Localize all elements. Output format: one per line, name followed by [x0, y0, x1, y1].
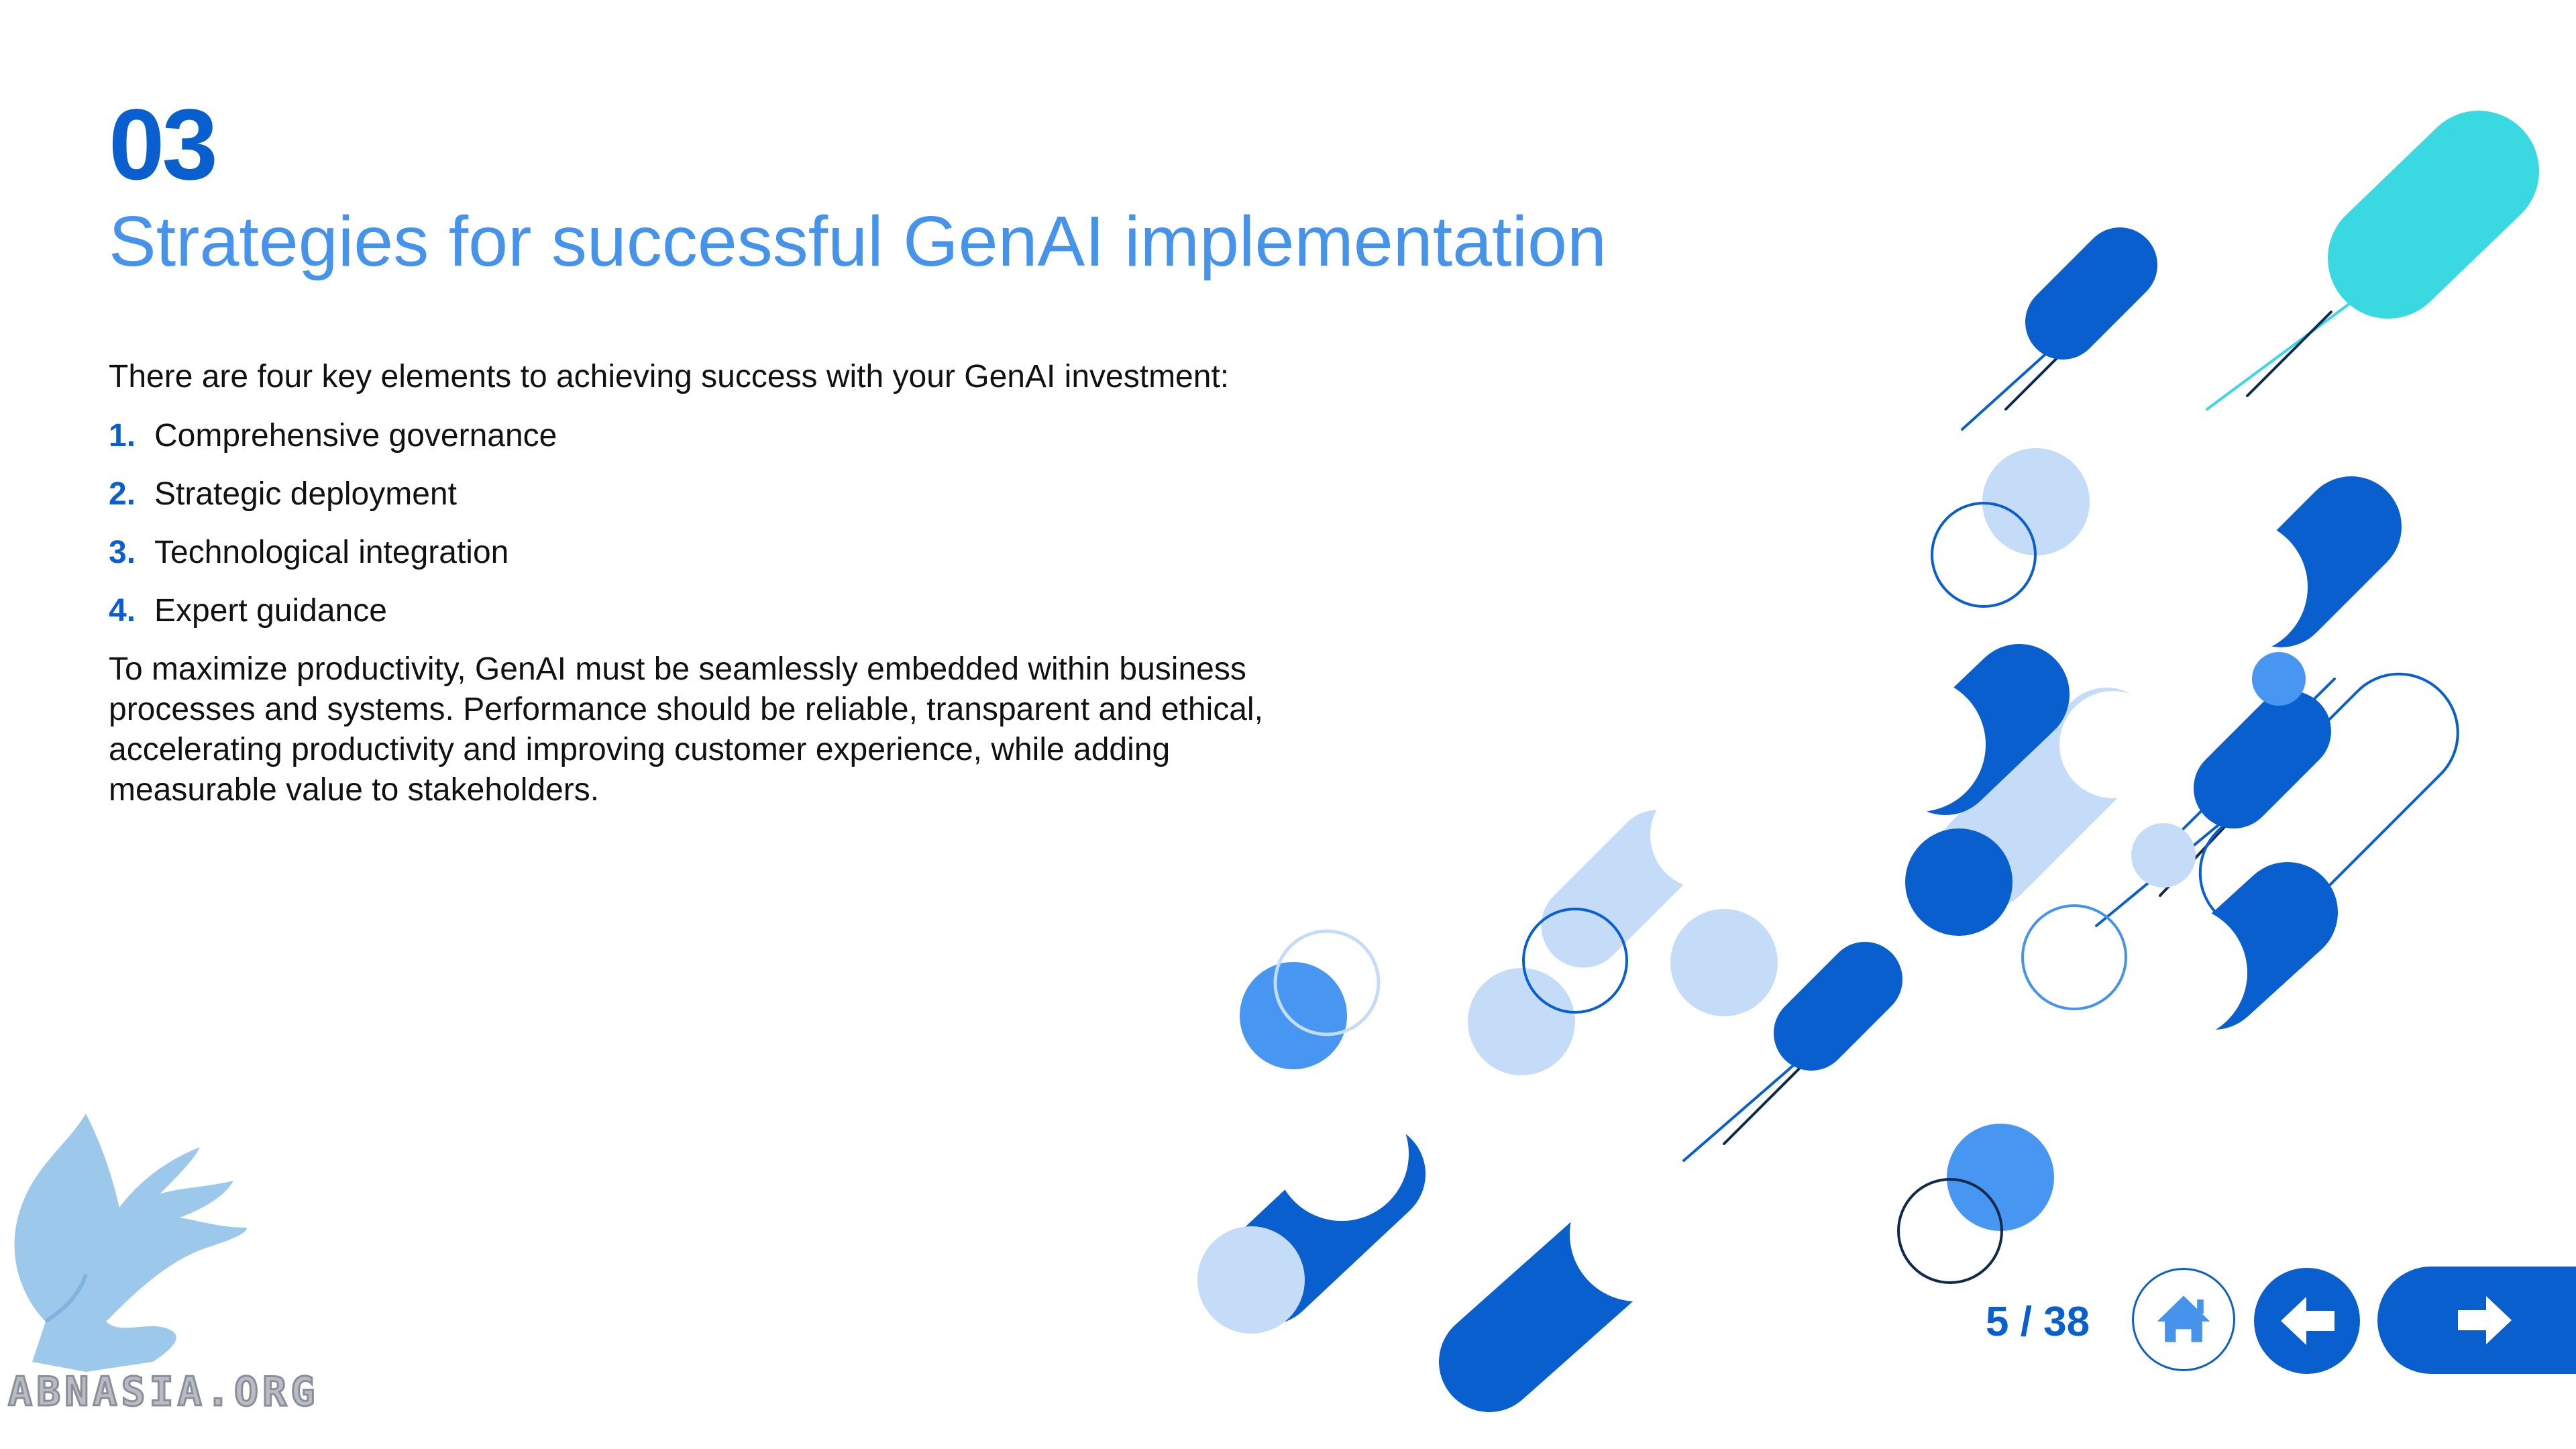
griffin-logo-icon: [14, 1114, 247, 1372]
ring-shape: [2021, 904, 2127, 1010]
watermark-text: ABNASIA.ORG: [7, 1368, 319, 1417]
list-item: 3. Technological integration: [109, 533, 1303, 573]
slide-title: Strategies for successful GenAI implemen…: [109, 202, 1607, 281]
list-number: 4.: [109, 593, 136, 629]
crescent-cutout: [1851, 678, 1986, 812]
circle-shape: [1905, 828, 2012, 936]
streak-line: [1723, 1055, 1813, 1145]
crescent-cutout: [2174, 520, 2308, 654]
crescent-cutout: [2113, 906, 2247, 1040]
next-button[interactable]: [2377, 1267, 2576, 1374]
circle-shape: [1468, 968, 1575, 1075]
circle-shape: [1947, 1124, 2054, 1231]
home-button[interactable]: [2132, 1268, 2235, 1371]
body-text: To maximize productivity, GenAI must be …: [109, 651, 1263, 808]
list-item-text: Expert guidance: [154, 593, 387, 629]
intro-text: There are four key elements to achieving…: [109, 359, 1230, 394]
page-indicator: 5 / 38: [1986, 1299, 2090, 1345]
outlined-pill-shape: [2198, 672, 2459, 933]
circle-shape: [1982, 448, 2090, 555]
arrow-left-icon: [2281, 1297, 2334, 1345]
ring-shape: [1522, 908, 1628, 1014]
list-item-text: Technological integration: [154, 535, 509, 570]
ring-shape: [1273, 929, 1381, 1036]
pill-shape: [1774, 942, 1902, 1071]
crescent-cutout: [1650, 782, 1758, 889]
circle-shape: [1197, 1226, 1305, 1334]
crescent-cutout: [2059, 691, 2167, 798]
back-button[interactable]: [2254, 1268, 2360, 1374]
list-number: 3.: [109, 535, 136, 570]
list-item: 1. Comprehensive governance: [109, 416, 1303, 456]
slide-content: There are four key elements to achieving…: [109, 357, 1303, 810]
ring-shape: [1897, 1178, 2003, 1284]
crescent-cutout: [1275, 1087, 1409, 1221]
comet-shape: [1541, 810, 1699, 968]
pill-shape: [2194, 691, 2331, 828]
list-number: 2.: [109, 476, 136, 512]
circle-shape: [2131, 823, 2196, 888]
list-item-text: Strategic deployment: [154, 476, 457, 512]
list-number: 1.: [109, 418, 136, 453]
streak-line: [2246, 311, 2332, 397]
streak-line: [1682, 1049, 1813, 1162]
list-item: 2. Strategic deployment: [109, 474, 1303, 515]
pill-shape: [2328, 111, 2539, 319]
circle-shape: [1240, 962, 1347, 1069]
arrow-right-icon: [2458, 1296, 2512, 1344]
crescent-cutout: [1570, 1167, 1704, 1301]
home-icon: [2157, 1295, 2210, 1342]
pill-shape: [2025, 227, 2157, 360]
list-item: 4. Expert guidance: [109, 591, 1303, 631]
circle-shape: [1670, 909, 1778, 1016]
key-elements-list: 1. Comprehensive governance 2. Strategic d…: [109, 416, 1303, 631]
section-number: 03: [109, 88, 218, 201]
ring-shape: [1931, 502, 2037, 608]
circle-shape: [2252, 652, 2306, 706]
list-item-text: Comprehensive governance: [154, 418, 557, 453]
